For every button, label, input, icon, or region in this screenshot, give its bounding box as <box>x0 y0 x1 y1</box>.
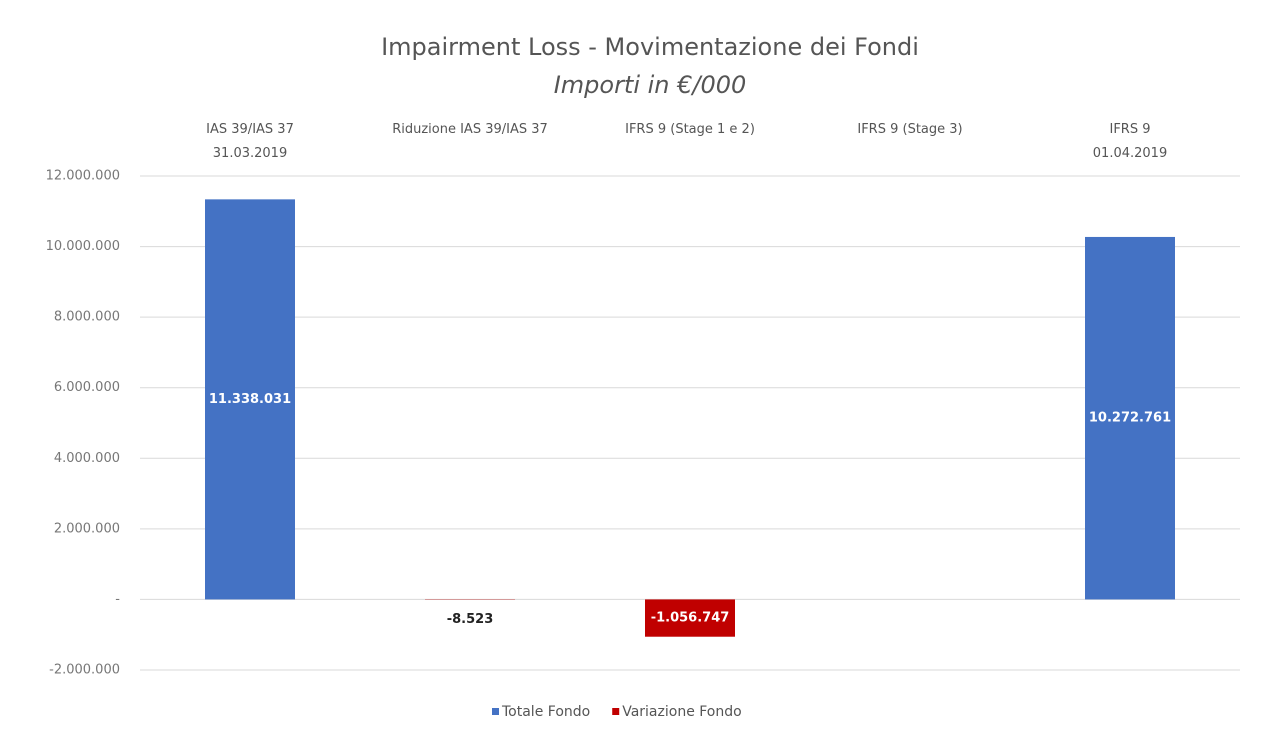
legend-label: Variazione Fondo <box>622 704 741 720</box>
x-category-label: IFRS 9 (Stage 1 e 2) <box>625 122 755 137</box>
bar <box>645 599 735 637</box>
y-tick-label: 10.000.000 <box>46 239 120 254</box>
y-tick-label: 4.000.000 <box>54 451 120 466</box>
x-category-label: IFRS 9 01.04.2019 <box>1092 122 1168 161</box>
x-category-label: IAS 39/IAS 37 31.03.2019 <box>206 122 294 161</box>
data-label: 10.272.761 <box>1089 411 1171 426</box>
data-label: 11.338.031 <box>209 392 291 407</box>
y-tick-label: 2.000.000 <box>54 521 120 536</box>
data-label: -8.523 <box>447 612 494 627</box>
legend-swatch <box>612 708 620 715</box>
y-tick-label: 6.000.000 <box>54 380 120 395</box>
y-tick-label: 8.000.000 <box>54 310 120 325</box>
y-tick-label: - <box>115 592 120 607</box>
y-tick-label: 12.000.000 <box>46 169 120 184</box>
legend-label: Totale Fondo <box>501 704 590 720</box>
bar <box>205 199 295 600</box>
chart-subtitle: Importi in €/000 <box>554 71 747 99</box>
bar <box>1085 236 1175 600</box>
data-label: -1.056.747 <box>651 611 730 626</box>
y-tick-label: -2.000.000 <box>49 663 120 678</box>
legend-swatch <box>492 708 499 715</box>
chart-title: Impairment Loss - Movimentazione dei Fon… <box>381 33 919 61</box>
x-category-label: IFRS 9 (Stage 3) <box>857 122 963 137</box>
x-category-label: Riduzione IAS 39/IAS 37 <box>392 122 548 137</box>
